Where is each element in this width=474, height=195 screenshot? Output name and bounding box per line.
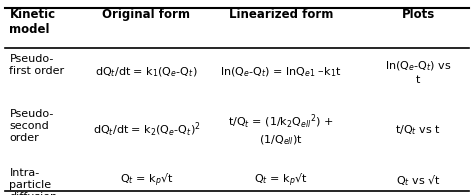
Text: dQ$_t$/dt = k$_2$(Q$_e$-Q$_t$)$^2$: dQ$_t$/dt = k$_2$(Q$_e$-Q$_t$)$^2$ <box>92 121 201 139</box>
Text: Q$_t$ vs √t: Q$_t$ vs √t <box>396 173 441 188</box>
Text: Q$_t$ = k$_p$√t: Q$_t$ = k$_p$√t <box>119 172 173 189</box>
Text: Intra-
particle
diffusion: Intra- particle diffusion <box>9 168 57 195</box>
Text: Linearized form: Linearized form <box>229 8 333 21</box>
Text: Original form: Original form <box>102 8 191 21</box>
Text: t/Q$_t$ vs t: t/Q$_t$ vs t <box>395 123 441 137</box>
Text: Pseudo-
second
order: Pseudo- second order <box>9 109 54 143</box>
Text: Kinetic
model: Kinetic model <box>9 8 55 36</box>
Text: dQ$_t$/dt = k$_1$(Q$_e$-Q$_t$): dQ$_t$/dt = k$_1$(Q$_e$-Q$_t$) <box>95 66 198 79</box>
Text: ln(Q$_e$-Q$_t$) vs
t: ln(Q$_e$-Q$_t$) vs t <box>385 60 451 85</box>
Text: Pseudo-
first order: Pseudo- first order <box>9 54 64 75</box>
Text: Plots: Plots <box>401 8 435 21</box>
Text: t/Q$_t$ = (1/k$_2$Q$_{ell}$$^2$) +
(1/Q$_{ell}$)t: t/Q$_t$ = (1/k$_2$Q$_{ell}$$^2$) + (1/Q$… <box>228 113 334 147</box>
Text: ln(Q$_e$-Q$_t$) = lnQ$_{e1}$ –k$_1$t: ln(Q$_e$-Q$_t$) = lnQ$_{e1}$ –k$_1$t <box>220 66 342 79</box>
Text: Q$_t$ = k$_p$√t: Q$_t$ = k$_p$√t <box>255 172 308 189</box>
